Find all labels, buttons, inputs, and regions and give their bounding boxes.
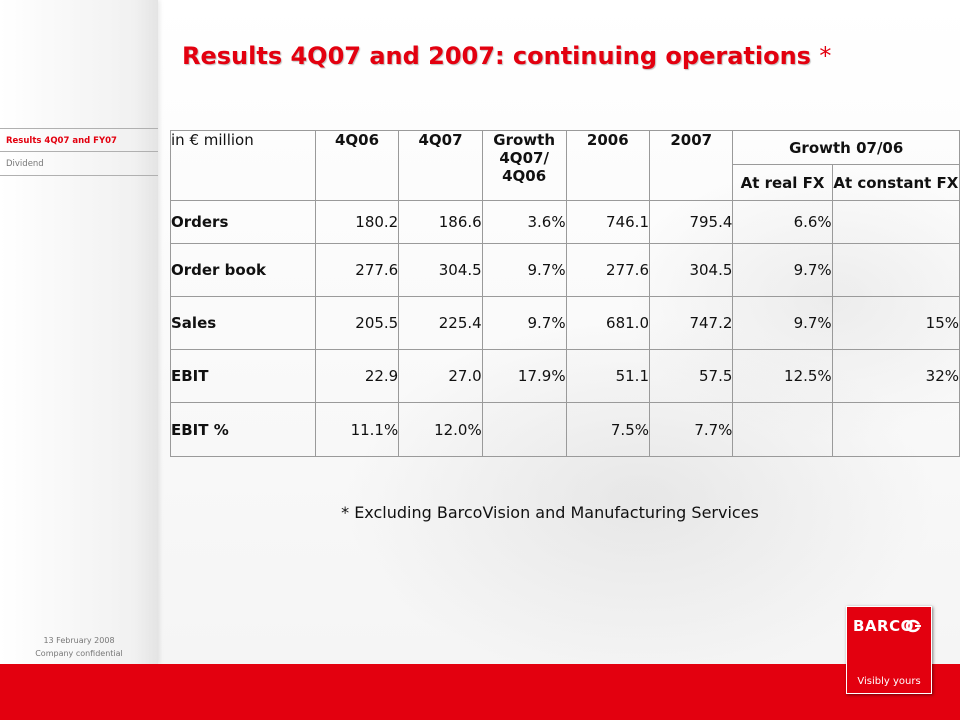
header-growth-year: Growth 07/06 bbox=[732, 130, 960, 165]
cell bbox=[831, 402, 960, 457]
footnote: * Excluding BarcoVision and Manufacturin… bbox=[341, 503, 759, 522]
page-title: Results 4Q07 and 2007: continuing operat… bbox=[182, 42, 831, 70]
unit-label: in € million bbox=[170, 130, 316, 201]
cell bbox=[831, 243, 960, 297]
table-subheader-row: At real FX At constant FX bbox=[171, 164, 960, 201]
cell: 57.5 bbox=[648, 349, 734, 403]
barco-logo: BARCO Visibly yours bbox=[846, 606, 932, 694]
sidebar: Results 4Q07 and FY07 Dividend 13 Februa… bbox=[0, 0, 158, 664]
cell: 681.0 bbox=[565, 296, 651, 350]
row-label-sales: Sales bbox=[170, 296, 316, 350]
cell bbox=[732, 402, 833, 457]
cell: 12.0% bbox=[398, 402, 483, 457]
sidebar-item-results[interactable]: Results 4Q07 and FY07 bbox=[0, 128, 158, 152]
cell bbox=[831, 200, 960, 244]
cell: 746.1 bbox=[565, 200, 651, 244]
cell: 9.7% bbox=[732, 296, 833, 350]
cell: 22.9 bbox=[314, 349, 400, 403]
footer-confidential: Company confidential bbox=[35, 649, 123, 658]
cell: 6.6% bbox=[732, 200, 833, 244]
page-title-asterisk: * bbox=[819, 42, 832, 70]
row-label-ebit: EBIT bbox=[170, 349, 316, 403]
cell: 51.1 bbox=[565, 349, 651, 403]
logo-swoosh-icon bbox=[905, 619, 921, 633]
cell bbox=[481, 402, 567, 457]
footer-info: 13 February 2008 Company confidential bbox=[0, 634, 158, 660]
row-label-order-book: Order book bbox=[170, 243, 316, 297]
cell: 225.4 bbox=[398, 296, 483, 350]
table-row: Orders 180.2 186.6 3.6% 746.1 795.4 6.6% bbox=[170, 200, 960, 244]
header-2007: 2007 bbox=[648, 130, 734, 201]
table-row: Sales 205.5 225.4 9.7% 681.0 747.2 9.7% … bbox=[170, 296, 960, 350]
header-real-fx: At real FX bbox=[732, 164, 833, 201]
cell: 186.6 bbox=[398, 200, 483, 244]
cell: 9.7% bbox=[732, 243, 833, 297]
cell: 304.5 bbox=[398, 243, 483, 297]
cell: 12.5% bbox=[732, 349, 833, 403]
row-label-orders: Orders bbox=[170, 200, 316, 244]
cell: 17.9% bbox=[481, 349, 567, 403]
cell: 15% bbox=[831, 296, 960, 350]
footer-date: 13 February 2008 bbox=[43, 636, 115, 645]
cell: 304.5 bbox=[648, 243, 734, 297]
cell: 9.7% bbox=[481, 296, 567, 350]
row-label-ebit-percent: EBIT % bbox=[170, 402, 316, 457]
footer-red-bar bbox=[0, 664, 960, 720]
sidebar-nav: Results 4Q07 and FY07 Dividend bbox=[0, 128, 158, 176]
table-row: EBIT % 11.1% 12.0% 7.5% 7.7% bbox=[170, 402, 960, 457]
table-header-row: in € million 4Q06 4Q07 Growth 4Q07/ 4Q06… bbox=[170, 130, 960, 201]
cell: 32% bbox=[831, 349, 960, 403]
cell: 205.5 bbox=[314, 296, 400, 350]
header-constant-fx: At constant FX bbox=[831, 164, 960, 201]
table-row: EBIT 22.9 27.0 17.9% 51.1 57.5 12.5% 32% bbox=[170, 349, 960, 403]
cell: 9.7% bbox=[481, 243, 567, 297]
cell: 277.6 bbox=[565, 243, 651, 297]
header-4q07: 4Q07 bbox=[398, 130, 483, 201]
header-2006: 2006 bbox=[565, 130, 651, 201]
table-row: Order book 277.6 304.5 9.7% 277.6 304.5 … bbox=[170, 243, 960, 297]
results-table: in € million 4Q06 4Q07 Growth 4Q07/ 4Q06… bbox=[170, 130, 960, 457]
cell: 11.1% bbox=[314, 402, 400, 457]
logo-tagline: Visibly yours bbox=[857, 676, 921, 687]
header-growth-quarter: Growth 4Q07/ 4Q06 bbox=[481, 130, 567, 201]
logo-wordmark: BARCO bbox=[853, 617, 914, 635]
cell: 795.4 bbox=[648, 200, 734, 244]
sidebar-item-dividend[interactable]: Dividend bbox=[0, 152, 158, 176]
page-title-text: Results 4Q07 and 2007: continuing operat… bbox=[182, 42, 811, 70]
cell: 180.2 bbox=[314, 200, 400, 244]
cell: 747.2 bbox=[648, 296, 734, 350]
cell: 7.7% bbox=[648, 402, 734, 457]
cell: 27.0 bbox=[398, 349, 483, 403]
header-4q06: 4Q06 bbox=[314, 130, 400, 201]
cell: 277.6 bbox=[314, 243, 400, 297]
cell: 3.6% bbox=[481, 200, 567, 244]
cell: 7.5% bbox=[565, 402, 651, 457]
